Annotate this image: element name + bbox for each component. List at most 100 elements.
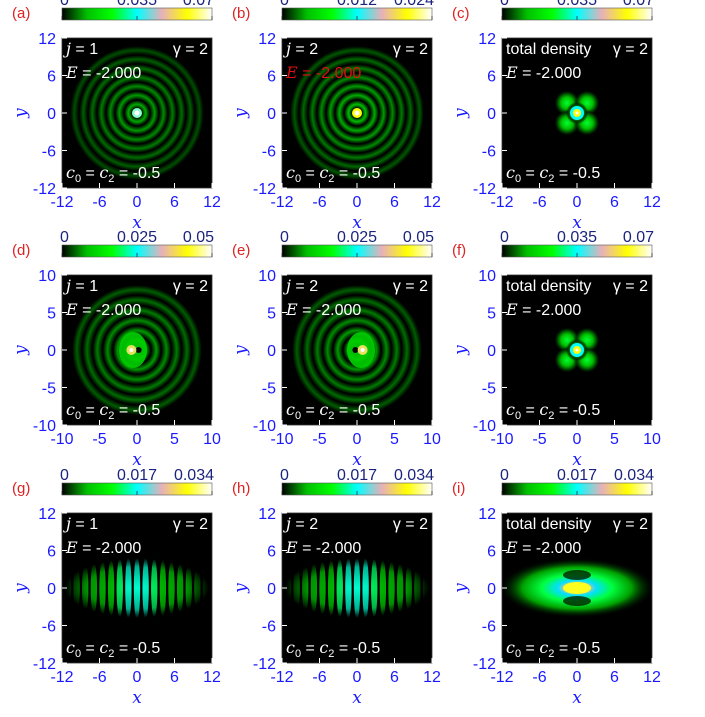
x-tick-label: -10 [490,431,513,448]
x-axis-label: x [132,213,142,233]
x-tick-label: -12 [490,194,513,211]
annotation-coupling: c0 = c2 = -0.5 [506,400,600,422]
y-tick-label: -12 [473,656,496,673]
annotation-energy: E = -2.000 [285,538,361,557]
x-tick-label: 0 [353,669,362,686]
colorbar-tick-label: 0 [60,0,69,9]
colorbar-tick-label: 0 [280,229,289,246]
colorbar-tick-label: 0.025 [337,229,377,246]
y-tick-label: 0 [47,581,56,598]
y-tick-label: -10 [33,418,56,435]
y-tick-label: -12 [33,656,56,673]
panel-g: (g) 0 0.017 0.034 -12 -6 0 6 12 x 12 6 0 -6 -12 y j = 1 γ… [11,467,221,708]
heatmap-density [502,558,652,618]
y-tick-label: -6 [42,144,56,161]
y-axis-label: y [451,345,471,356]
x-tick-label: 5 [610,431,619,448]
x-tick-label: 6 [170,194,179,211]
colorbar-tick-label: 0 [500,229,509,246]
y-tick-label: 0 [267,106,276,123]
annotation-energy: E = -2.000 [505,300,581,319]
y-tick-label: -6 [482,619,496,636]
y-tick-label: 0 [267,343,276,360]
annotation-gamma: γ = 2 [173,278,208,295]
y-tick-label: -12 [253,181,276,198]
y-tick-label: 5 [47,306,56,323]
y-tick-label: 6 [47,69,56,86]
colorbar-tick-label: 0.035 [557,229,597,246]
x-tick-label: 5 [170,431,179,448]
x-tick-label: 0 [133,669,142,686]
y-tick-label: -12 [33,181,56,198]
colorbar-tick-label: 0.017 [117,467,157,484]
x-tick-label: -6 [92,194,106,211]
y-tick-label: -6 [482,144,496,161]
y-tick-label: 12 [478,506,496,523]
y-axis-label: y [231,345,251,356]
annotation-gamma: γ = 2 [393,516,428,533]
x-tick-label: 6 [390,194,399,211]
x-axis-label: x [572,450,582,470]
panel-e: (e) 0 0.025 0.05 -10 -5 0 5 10 x 10 5 0 -5 -10 y j = 2 γ … [231,229,441,470]
colorbar-tick-label: 0 [280,0,289,9]
heatmap-density [64,556,210,620]
colorbar-tick-label: 0.034 [174,467,214,484]
x-tick-label: 12 [643,194,661,211]
panel-i: (i) 0 0.017 0.034 -12 -6 0 6 12 x 12 6 0 -6 -12 y total … [451,467,661,708]
annotation-component: total density [506,278,591,295]
panel-h: (h) 0 0.017 0.034 -12 -6 0 6 12 x 12 6 0 -6 -12 y j = 2 γ… [231,467,441,708]
x-axis-label: x [132,688,142,708]
annotation-component: j = 2 [283,514,318,533]
annotation-coupling: c0 = c2 = -0.5 [66,163,160,185]
x-axis-label: x [352,450,362,470]
annotation-energy: E = -2.000 [505,63,581,82]
x-tick-label: 12 [423,194,441,211]
y-tick-label: 12 [38,31,56,48]
x-tick-label: 0 [573,669,582,686]
annotation-coupling: c0 = c2 = -0.5 [506,638,600,660]
annotation-gamma: γ = 2 [613,41,648,58]
x-tick-label: 0 [353,431,362,448]
annotation-component: j = 1 [63,514,98,533]
y-axis-label: y [231,108,251,119]
x-tick-label: 6 [610,194,619,211]
y-tick-label: 6 [47,544,56,561]
colorbar-tick-label: 0.07 [623,229,654,246]
x-tick-label: 6 [610,669,619,686]
colorbar-tick-label: 0.034 [614,467,654,484]
annotation-coupling: c0 = c2 = -0.5 [66,638,160,660]
x-tick-label: -12 [270,194,293,211]
y-tick-label: 0 [487,343,496,360]
y-axis-label: y [451,108,471,119]
colorbar-tick-label: 0.025 [117,229,157,246]
heatmap-density [69,282,205,418]
x-tick-label: 12 [203,669,221,686]
annotation-component: j = 2 [283,39,318,58]
x-tick-label: 12 [203,194,221,211]
annotation-gamma: γ = 2 [393,278,428,295]
heatmap-density [67,43,207,183]
x-tick-label: 6 [390,669,399,686]
x-tick-label: 0 [353,194,362,211]
colorbar-tick-label: 0 [500,467,509,484]
panel-label: (e) [232,242,250,259]
x-axis-label: x [572,213,582,233]
y-tick-label: 6 [487,69,496,86]
heatmap-density [554,90,600,136]
y-tick-label: 0 [47,106,56,123]
x-tick-label: -6 [532,669,546,686]
y-tick-label: 6 [267,69,276,86]
y-tick-label: -5 [482,381,496,398]
annotation-coupling: c0 = c2 = -0.5 [506,163,600,185]
colorbar-tick-label: 0.017 [557,467,597,484]
x-tick-label: -6 [312,194,326,211]
x-tick-label: -10 [270,431,293,448]
x-tick-label: 12 [643,669,661,686]
y-tick-label: 12 [38,506,56,523]
colorbar-tick-label: 0.035 [557,0,597,9]
y-tick-label: 6 [487,544,496,561]
annotation-energy: E = -2.000 [285,300,361,319]
heatmap-density [287,43,427,183]
x-tick-label: -12 [50,669,73,686]
